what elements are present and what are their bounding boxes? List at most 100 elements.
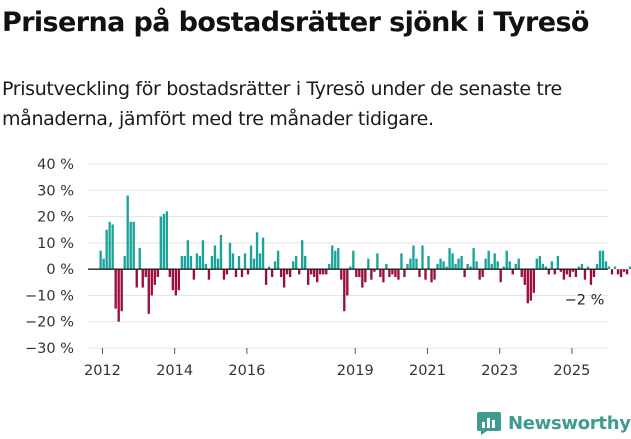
- bar: [547, 269, 551, 275]
- bar: [535, 258, 538, 270]
- bar: [376, 253, 379, 270]
- bar: [538, 256, 541, 270]
- y-tick-label: 10 %: [37, 236, 74, 252]
- bar: [490, 263, 493, 270]
- bar: [222, 269, 226, 280]
- bar: [325, 269, 328, 275]
- bar: [111, 224, 114, 270]
- brand-name: Newsworthy: [508, 412, 631, 434]
- x-tick-label: 2021: [409, 363, 446, 379]
- bar: [358, 269, 361, 278]
- bar: [613, 266, 617, 270]
- bar: [499, 269, 502, 283]
- bar: [574, 269, 578, 278]
- bar: [544, 266, 548, 270]
- bar: [243, 253, 247, 270]
- bar: [598, 250, 602, 270]
- bar: [273, 261, 277, 270]
- bar: [192, 269, 196, 280]
- bar: [210, 256, 214, 270]
- bar: [607, 266, 611, 270]
- bar: [364, 269, 367, 283]
- bar: [400, 253, 403, 270]
- bar: [460, 256, 463, 270]
- bar: [276, 250, 280, 270]
- bar: [216, 258, 220, 270]
- bar: [270, 269, 274, 278]
- bar: [361, 269, 364, 288]
- bar: [258, 253, 262, 270]
- bar: [391, 269, 394, 275]
- bar: [484, 258, 487, 270]
- bar: [463, 269, 466, 278]
- y-axis-ticks: −30 % −20 % −10 % 0 % 10 % 20 % 30 % 40 %: [25, 157, 74, 357]
- bar: [448, 248, 451, 270]
- bar: [385, 263, 388, 270]
- bar: [174, 269, 178, 296]
- bar: [454, 263, 457, 270]
- bar: [475, 261, 478, 270]
- bar: [553, 269, 557, 275]
- y-tick-label: −10 %: [25, 288, 74, 304]
- bar: [108, 221, 111, 270]
- bar: [403, 269, 406, 278]
- bar: [388, 269, 391, 278]
- bar: [264, 269, 268, 285]
- bar: [373, 269, 376, 272]
- bar: [421, 245, 424, 270]
- bar: [625, 269, 629, 275]
- bar: [451, 253, 454, 270]
- bar: [541, 263, 544, 270]
- bar: [457, 258, 460, 270]
- bar: [117, 269, 120, 322]
- bar: [352, 250, 355, 270]
- newsworthy-logo-icon: [477, 412, 501, 435]
- bar: [114, 269, 117, 309]
- bar: [355, 269, 358, 278]
- bar: [343, 269, 346, 312]
- bar: [493, 253, 496, 270]
- bar: [213, 245, 217, 270]
- bar: [162, 213, 165, 270]
- page-subtitle: Prisutveckling för bostadsrätter i Tyres…: [2, 78, 562, 130]
- bar: [156, 269, 159, 278]
- bar: [240, 269, 244, 278]
- bar: [301, 240, 304, 270]
- y-tick-label: −20 %: [25, 315, 74, 331]
- bar: [424, 269, 427, 280]
- bar: [294, 256, 298, 270]
- bar: [328, 263, 331, 270]
- bar: [610, 269, 614, 275]
- bar: [291, 261, 295, 270]
- x-axis: 2012 2014 2016 2019 2021 2023 2025: [84, 268, 608, 379]
- bar: [195, 253, 199, 270]
- bar: [580, 263, 584, 270]
- bar: [604, 261, 608, 270]
- bar: [466, 263, 469, 270]
- bar: [123, 256, 126, 270]
- bar: [135, 269, 138, 288]
- bar: [511, 269, 514, 275]
- bar: [520, 269, 523, 278]
- bar: [556, 256, 560, 270]
- bar: [307, 269, 310, 285]
- bar: [279, 269, 283, 278]
- bar: [559, 269, 563, 272]
- bar: [514, 263, 517, 270]
- y-tick-label: −30 %: [25, 341, 74, 357]
- bar: [237, 256, 241, 270]
- bar: [141, 269, 144, 288]
- bar: [234, 269, 238, 278]
- bar: [147, 269, 150, 314]
- bar: [261, 237, 265, 270]
- bar: [577, 266, 581, 270]
- bar: [472, 248, 475, 270]
- bar: [204, 263, 208, 270]
- bar: [433, 269, 436, 280]
- bar: [595, 263, 599, 270]
- bar: [331, 245, 334, 270]
- bar: [102, 258, 105, 270]
- bar: [150, 269, 153, 296]
- bar: [382, 269, 385, 283]
